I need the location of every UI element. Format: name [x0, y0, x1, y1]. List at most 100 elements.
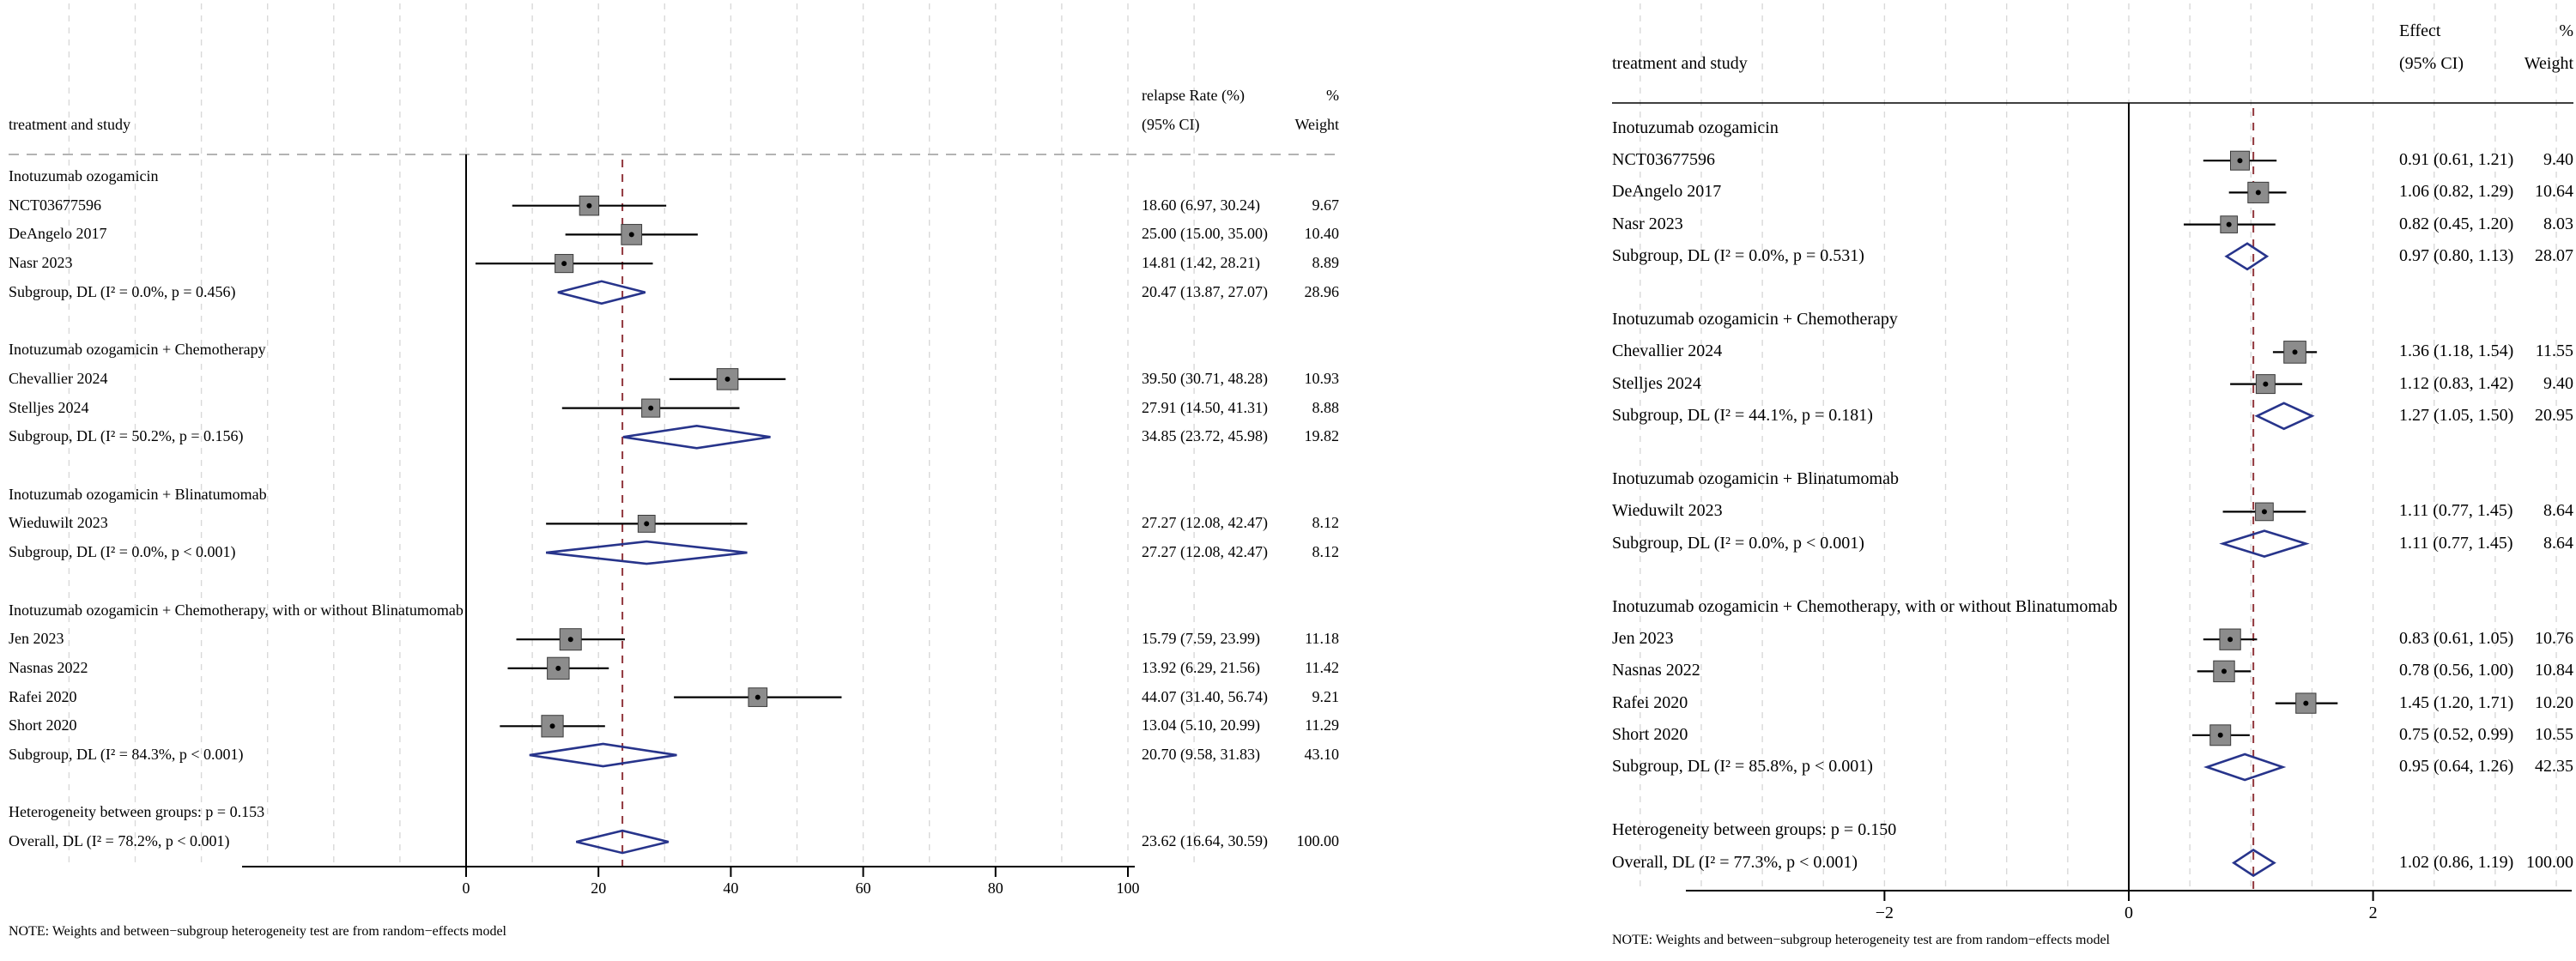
study-label: DeAngelo 2017 — [1612, 182, 1722, 202]
right-column-header-effect-line1: Effect — [2399, 21, 2441, 40]
marker-center-dot — [644, 521, 650, 527]
group-label: Inotuzumab ozogamicin + Chemotherapy, wi… — [9, 601, 464, 619]
heterogeneity-label: Heterogeneity between groups: p = 0.150 — [1612, 820, 1897, 840]
study-label: Rafei 2020 — [9, 687, 77, 705]
weight-value: 9.40 — [2543, 373, 2573, 393]
marker-center-dot — [2237, 158, 2243, 164]
study-label: Jen 2023 — [1612, 629, 1674, 649]
weight-value: 43.10 — [1304, 746, 1340, 763]
subgroup-diamond — [2254, 402, 2315, 431]
weight-value: 8.12 — [1312, 543, 1340, 561]
marker-center-dot — [561, 261, 567, 267]
x-tick-label: 20 — [591, 879, 607, 897]
right-column-header-study: treatment and study — [1612, 54, 1748, 73]
weight-value: 11.55 — [2535, 341, 2573, 361]
effect-ci-value: 0.95 (0.64, 1.26) — [2399, 757, 2514, 776]
subgroup-label: Subgroup, DL (I² = 0.0%, p < 0.001) — [1612, 533, 1864, 553]
study-label: Stelljes 2024 — [9, 398, 89, 416]
effect-ci-value: 23.62 (16.64, 30.59) — [1142, 832, 1268, 850]
study-label: Nasnas 2022 — [1612, 661, 1700, 680]
study-label: Jen 2023 — [9, 630, 64, 648]
study-label: Wieduwilt 2023 — [9, 514, 108, 532]
weight-value: 10.40 — [1304, 225, 1340, 243]
marker-center-dot — [2227, 637, 2234, 643]
overall-label: Overall, DL (I² = 78.2%, p < 0.001) — [9, 832, 230, 850]
weight-value: 10.55 — [2535, 724, 2573, 744]
weight-value: 10.76 — [2535, 629, 2573, 649]
study-label: Nasr 2023 — [1612, 214, 1683, 233]
effect-ci-value: 15.79 (7.59, 23.99) — [1142, 630, 1260, 648]
overall-diamond — [2232, 849, 2276, 878]
weight-value: 28.96 — [1304, 282, 1340, 300]
weight-value: 20.95 — [2535, 405, 2573, 425]
marker-center-dot — [2303, 700, 2309, 706]
subgroup-label: Subgroup, DL (I² = 0.0%, p = 0.456) — [9, 282, 236, 300]
left-column-header-percent: % — [1326, 87, 1339, 104]
study-label: Short 2020 — [9, 716, 77, 734]
study-label: NCT03677596 — [9, 196, 101, 214]
marker-center-dot — [2261, 509, 2267, 515]
effect-ci-value: 0.91 (0.61, 1.21) — [2399, 150, 2514, 170]
weight-value: 8.12 — [1312, 514, 1340, 532]
weight-value: 28.07 — [2535, 245, 2573, 265]
x-tick-label: 60 — [855, 879, 871, 897]
subgroup-label: Subgroup, DL (I² = 44.1%, p = 0.181) — [1612, 405, 1873, 425]
x-tick-label: 0 — [462, 879, 470, 897]
subgroup-diamond — [2219, 529, 2310, 558]
effect-ci-value: 1.06 (0.82, 1.29) — [2399, 182, 2514, 202]
effect-ci-value: 18.60 (6.97, 30.24) — [1142, 196, 1260, 214]
weight-value: 11.29 — [1305, 716, 1339, 734]
marker-center-dot — [755, 694, 761, 700]
study-label: Nasr 2023 — [9, 254, 73, 272]
effect-ci-value: 27.91 (14.50, 41.31) — [1142, 398, 1268, 416]
right-note: NOTE: Weights and between−subgroup heter… — [1612, 933, 2110, 947]
effect-ci-value: 39.50 (30.71, 48.28) — [1142, 369, 1268, 387]
effect-ci-value: 0.83 (0.61, 1.05) — [2399, 629, 2514, 649]
subgroup-label: Subgroup, DL (I² = 50.2%, p = 0.156) — [9, 427, 244, 445]
subgroup-label: Subgroup, DL (I² = 0.0%, p = 0.531) — [1612, 245, 1864, 265]
effect-ci-value: 1.11 (0.77, 1.45) — [2399, 501, 2513, 521]
weight-value: 8.03 — [2543, 214, 2573, 233]
marker-center-dot — [724, 376, 730, 382]
group-label: Inotuzumab ozogamicin + Blinatumomab — [1612, 469, 1899, 489]
right-column-header-weight: Weight — [2524, 54, 2573, 73]
overall-diamond — [575, 829, 670, 855]
effect-ci-value: 13.04 (5.10, 20.99) — [1142, 716, 1260, 734]
left-column-header-effect-line2: (95% CI) — [1142, 116, 1200, 133]
marker-center-dot — [628, 232, 634, 238]
marker-center-dot — [2263, 381, 2269, 387]
weight-value: 9.40 — [2543, 150, 2573, 170]
weight-value: 9.21 — [1312, 687, 1340, 705]
right-column-header-percent: % — [2559, 21, 2573, 40]
effect-ci-value: 1.45 (1.20, 1.71) — [2399, 692, 2514, 712]
group-label: Inotuzumab ozogamicin + Chemotherapy — [1612, 310, 1898, 329]
study-label: Wieduwilt 2023 — [1612, 501, 1723, 521]
marker-center-dot — [648, 405, 654, 411]
subgroup-label: Subgroup, DL (I² = 0.0%, p < 0.001) — [9, 543, 236, 561]
marker-center-dot — [549, 723, 555, 729]
marker-center-dot — [555, 665, 561, 671]
right-column-header-effect-line2: (95% CI) — [2399, 54, 2464, 73]
weight-value: 10.64 — [2535, 182, 2573, 202]
subgroup-diamond — [2224, 242, 2270, 271]
x-tick-label: 40 — [723, 879, 739, 897]
study-label: NCT03677596 — [1612, 150, 1715, 170]
effect-ci-value: 44.07 (31.40, 56.74) — [1142, 687, 1268, 705]
subgroup-label: Subgroup, DL (I² = 85.8%, p < 0.001) — [1612, 757, 1873, 776]
weight-value: 10.84 — [2535, 661, 2573, 680]
weight-value: 9.67 — [1312, 196, 1340, 214]
effect-ci-value: 20.47 (13.87, 27.07) — [1142, 282, 1268, 300]
effect-ci-value: 27.27 (12.08, 42.47) — [1142, 514, 1268, 532]
left-column-header-weight: Weight — [1294, 116, 1339, 133]
group-label: Inotuzumab ozogamicin + Chemotherapy — [9, 341, 266, 359]
marker-center-dot — [2217, 732, 2223, 738]
effect-ci-value: 14.81 (1.42, 28.21) — [1142, 254, 1260, 272]
group-label: Inotuzumab ozogamicin — [9, 167, 159, 184]
group-label: Inotuzumab ozogamicin + Chemotherapy, wi… — [1612, 597, 2118, 616]
subgroup-diamond — [622, 424, 771, 450]
x-tick-label: −2 — [1875, 904, 1894, 922]
study-label: Chevallier 2024 — [1612, 341, 1723, 361]
effect-ci-value: 0.75 (0.52, 0.99) — [2399, 724, 2514, 744]
weight-value: 42.35 — [2535, 757, 2573, 776]
